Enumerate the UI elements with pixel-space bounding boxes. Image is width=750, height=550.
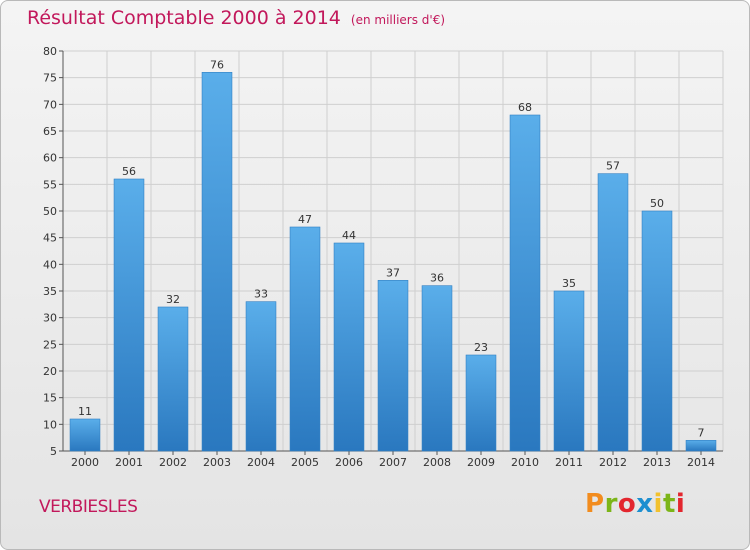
bar-value-label: 76 bbox=[210, 58, 224, 71]
bar[interactable] bbox=[377, 280, 409, 452]
value-labels: 11 56 32 76 33 47 44 37 36 23 68 35 57 50 7 bbox=[78, 58, 705, 439]
x-tick-label: 2014 bbox=[687, 456, 715, 469]
x-tick-label: 2011 bbox=[555, 456, 583, 469]
y-tick-label: 50 bbox=[43, 205, 57, 218]
x-tick-label: 2004 bbox=[247, 456, 275, 469]
y-tick-label: 75 bbox=[43, 72, 57, 85]
bar-value-label: 33 bbox=[254, 288, 268, 301]
bar-value-label: 23 bbox=[474, 341, 488, 354]
y-tick-label: 15 bbox=[43, 392, 57, 405]
bar-value-label: 50 bbox=[650, 197, 664, 210]
x-tick-label: 2006 bbox=[335, 456, 363, 469]
y-tick-label: 20 bbox=[43, 365, 57, 378]
y-tick-label: 5 bbox=[50, 445, 57, 458]
y-tick-label: 30 bbox=[43, 312, 57, 325]
bar[interactable] bbox=[333, 242, 365, 452]
y-tick-label: 25 bbox=[43, 338, 57, 351]
y-tick-label: 10 bbox=[43, 418, 57, 431]
bar[interactable] bbox=[69, 418, 101, 452]
bar[interactable] bbox=[465, 354, 497, 452]
bar[interactable] bbox=[113, 178, 145, 452]
bar-value-label: 44 bbox=[342, 229, 356, 242]
bar[interactable] bbox=[245, 301, 277, 452]
chart-title: Résultat Comptable 2000 à 2014 (en millie… bbox=[27, 7, 445, 29]
bar-value-label: 7 bbox=[698, 426, 705, 439]
x-tick-label: 2002 bbox=[159, 456, 187, 469]
logo-letter: x bbox=[636, 489, 654, 519]
logo-letter: i bbox=[653, 489, 663, 519]
y-tick-label: 35 bbox=[43, 285, 57, 298]
y-tick-label: 80 bbox=[43, 45, 57, 58]
bar[interactable] bbox=[157, 306, 189, 452]
bar-value-label: 36 bbox=[430, 272, 444, 285]
x-tick-label: 2010 bbox=[511, 456, 539, 469]
y-tick-label: 60 bbox=[43, 152, 57, 165]
bar[interactable] bbox=[201, 72, 233, 452]
bar-value-label: 57 bbox=[606, 160, 620, 173]
y-tick-label: 55 bbox=[43, 178, 57, 191]
x-tick-label: 2000 bbox=[71, 456, 99, 469]
chart-title-text: Résultat Comptable 2000 à 2014 bbox=[27, 7, 341, 29]
x-tick-label: 2005 bbox=[291, 456, 319, 469]
y-tick-label: 70 bbox=[43, 98, 57, 111]
x-tick-label: 2003 bbox=[203, 456, 231, 469]
proxiti-logo[interactable]: Proxiti bbox=[585, 489, 685, 519]
bar[interactable] bbox=[597, 173, 629, 452]
bar-value-label: 47 bbox=[298, 213, 312, 226]
x-tick-label: 2001 bbox=[115, 456, 143, 469]
bar[interactable] bbox=[509, 114, 541, 452]
commune-name: VERBIESLES bbox=[39, 497, 138, 517]
y-tick-label: 65 bbox=[43, 125, 57, 138]
x-tick-label: 2012 bbox=[599, 456, 627, 469]
bar[interactable] bbox=[553, 290, 585, 452]
bar[interactable] bbox=[421, 285, 453, 452]
x-tick-label: 2008 bbox=[423, 456, 451, 469]
logo-letter: r bbox=[604, 489, 618, 519]
bar-value-label: 11 bbox=[78, 405, 92, 418]
bar[interactable] bbox=[289, 226, 321, 452]
bar-value-label: 35 bbox=[562, 277, 576, 290]
chart-unit: (en milliers d'€) bbox=[350, 13, 446, 27]
y-tick-label: 45 bbox=[43, 232, 57, 245]
x-tick-label: 2013 bbox=[643, 456, 671, 469]
bar-value-label: 56 bbox=[122, 165, 136, 178]
bar[interactable] bbox=[641, 210, 673, 452]
x-tick-label: 2007 bbox=[379, 456, 407, 469]
bars bbox=[69, 72, 717, 452]
logo-letter: i bbox=[675, 489, 686, 519]
bar[interactable] bbox=[685, 440, 717, 452]
x-tick-label: 2009 bbox=[467, 456, 495, 469]
bar-value-label: 68 bbox=[518, 101, 532, 114]
logo-letter: t bbox=[662, 489, 676, 519]
bar-value-label: 37 bbox=[386, 266, 400, 279]
logo-letter: o bbox=[617, 489, 637, 519]
bar-value-label: 32 bbox=[166, 293, 180, 306]
logo-letter: P bbox=[585, 489, 605, 519]
y-tick-label: 40 bbox=[43, 258, 57, 271]
